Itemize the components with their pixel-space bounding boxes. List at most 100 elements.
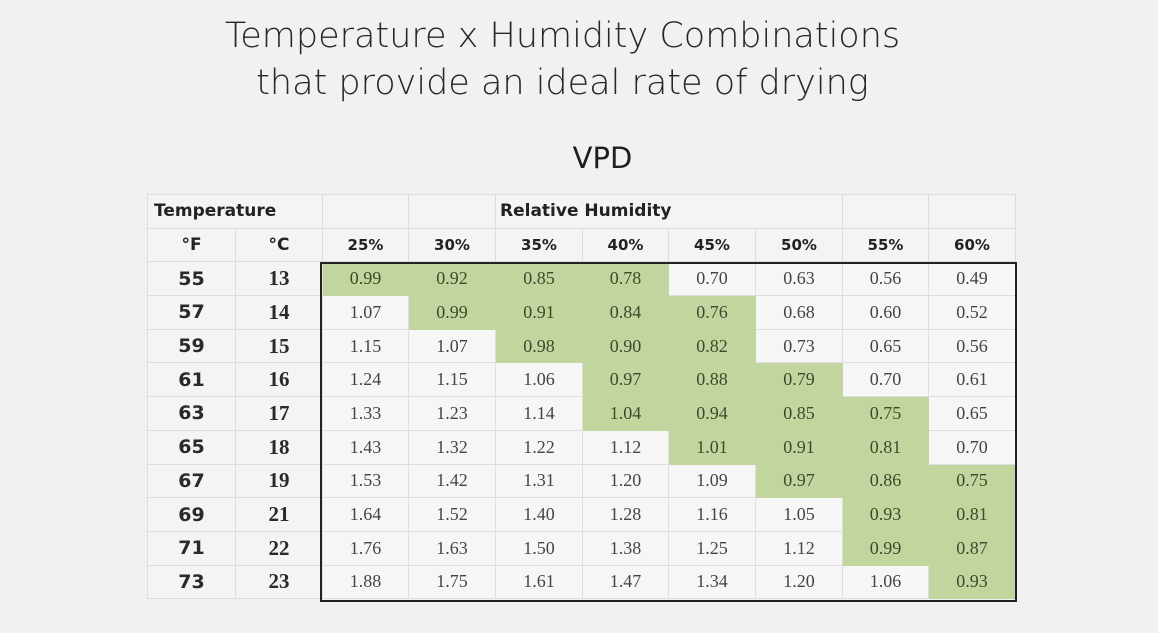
vpd-cell: 1.20: [582, 463, 669, 499]
vpd-table: Temperature Relative Humidity °F °C 25% 3…: [147, 194, 1016, 600]
vpd-cell: 1.43: [322, 429, 409, 465]
vpd-cell: 1.53: [322, 463, 409, 499]
vpd-cell-ideal: 0.87: [928, 530, 1016, 566]
temp-c-cell: 22: [235, 530, 323, 566]
vpd-cell: 1.38: [582, 530, 669, 566]
humidity-column-header: 45%: [668, 227, 756, 263]
vpd-cell: 1.16: [668, 497, 756, 532]
temp-f-cell: 63: [147, 396, 236, 431]
temp-f-cell: 57: [147, 295, 236, 330]
vpd-cell-ideal: 0.92: [408, 261, 496, 297]
vpd-cell: 1.12: [582, 429, 669, 465]
vpd-cell: 1.15: [322, 328, 409, 364]
vpd-cell: 1.07: [322, 295, 409, 330]
temp-f-cell: 69: [147, 497, 236, 532]
vpd-cell: 0.56: [842, 261, 929, 297]
vpd-cell: 1.33: [322, 396, 409, 431]
empty-cell: [928, 194, 1016, 229]
vpd-cell: 1.34: [668, 564, 756, 600]
vpd-cell-ideal: 0.85: [755, 396, 843, 431]
vpd-cell: 0.73: [755, 328, 843, 364]
vpd-cell: 1.47: [582, 564, 669, 600]
header-row-1: Temperature Relative Humidity: [147, 194, 1016, 229]
vpd-cell: 1.24: [322, 362, 409, 398]
vpd-cell-ideal: 0.81: [842, 429, 929, 465]
vpd-cell-ideal: 0.88: [668, 362, 756, 398]
vpd-cell: 0.61: [928, 362, 1016, 398]
table-row: 57 14 1.07 0.99 0.91 0.84 0.76 0.68 0.60 0.52: [147, 295, 1016, 330]
vpd-cell: 1.28: [582, 497, 669, 532]
temp-c-cell: 21: [235, 497, 323, 532]
vpd-cell: 1.40: [495, 497, 583, 532]
vpd-cell: 1.25: [668, 530, 756, 566]
vpd-cell: 1.75: [408, 564, 496, 600]
humidity-column-header: 55%: [842, 227, 929, 263]
temp-f-cell: 59: [147, 328, 236, 364]
vpd-cell: 0.70: [928, 429, 1016, 465]
chart-title: VPD: [572, 141, 633, 175]
table-row: 63 17 1.33 1.23 1.14 1.04 0.94 0.85 0.75 0.65: [147, 396, 1016, 431]
vpd-cell: 0.70: [668, 261, 756, 297]
vpd-cell-ideal: 0.98: [495, 328, 583, 364]
vpd-cell-ideal: 0.85: [495, 261, 583, 297]
table-row: 73 23 1.88 1.75 1.61 1.47 1.34 1.20 1.06 0.93: [147, 564, 1016, 600]
temperature-header: Temperature: [147, 194, 323, 229]
humidity-column-header: 25%: [322, 227, 409, 263]
vpd-cell: 1.22: [495, 429, 583, 465]
vpd-cell: 0.70: [842, 362, 929, 398]
vpd-cell: 1.07: [408, 328, 496, 364]
vpd-cell-ideal: 0.99: [408, 295, 496, 330]
vpd-cell-ideal: 0.97: [755, 463, 843, 499]
vpd-cell-ideal: 0.91: [495, 295, 583, 330]
vpd-cell: 1.05: [755, 497, 843, 532]
humidity-column-header: 30%: [408, 227, 496, 263]
relative-humidity-header: Relative Humidity: [495, 194, 843, 229]
vpd-cell-ideal: 0.82: [668, 328, 756, 364]
vpd-cell: 1.61: [495, 564, 583, 600]
vpd-cell: 1.12: [755, 530, 843, 566]
humidity-column-header: 50%: [755, 227, 843, 263]
vpd-cell: 1.31: [495, 463, 583, 499]
vpd-cell: 1.76: [322, 530, 409, 566]
vpd-cell: 1.88: [322, 564, 409, 600]
vpd-cell-ideal: 0.99: [842, 530, 929, 566]
header-row-2: °F °C 25% 30% 35% 40% 45% 50% 55% 60%: [147, 227, 1016, 263]
vpd-cell-ideal: 0.91: [755, 429, 843, 465]
vpd-cell: 1.06: [495, 362, 583, 398]
vpd-cell: 0.49: [928, 261, 1016, 297]
temp-f-cell: 71: [147, 530, 236, 566]
vpd-cell: 0.68: [755, 295, 843, 330]
vpd-cell: 0.52: [928, 295, 1016, 330]
vpd-cell-ideal: 0.81: [928, 497, 1016, 532]
humidity-column-header: 60%: [928, 227, 1016, 263]
vpd-cell-ideal: 0.94: [668, 396, 756, 431]
vpd-cell: 0.60: [842, 295, 929, 330]
vpd-cell: 1.52: [408, 497, 496, 532]
vpd-cell-ideal: 0.76: [668, 295, 756, 330]
temp-f-cell: 65: [147, 429, 236, 465]
vpd-cell: 0.63: [755, 261, 843, 297]
vpd-cell-ideal: 1.01: [668, 429, 756, 465]
temp-c-cell: 13: [235, 261, 323, 297]
temp-f-cell: 61: [147, 362, 236, 398]
temp-c-cell: 19: [235, 463, 323, 499]
vpd-cell: 1.20: [755, 564, 843, 600]
temp-f-cell: 67: [147, 463, 236, 499]
temp-c-cell: 17: [235, 396, 323, 431]
temp-f-cell: 55: [147, 261, 236, 297]
fahrenheit-header: °F: [147, 227, 236, 263]
table-row: 71 22 1.76 1.63 1.50 1.38 1.25 1.12 0.99 0.87: [147, 530, 1016, 566]
temp-c-cell: 23: [235, 564, 323, 600]
temp-c-cell: 18: [235, 429, 323, 465]
vpd-cell-ideal: 0.93: [842, 497, 929, 532]
temp-c-cell: 16: [235, 362, 323, 398]
table-row: 55 13 0.99 0.92 0.85 0.78 0.70 0.63 0.56 0.49: [147, 261, 1016, 297]
celsius-header: °C: [235, 227, 323, 263]
vpd-cell: 1.64: [322, 497, 409, 532]
humidity-column-header: 40%: [582, 227, 669, 263]
temp-c-cell: 14: [235, 295, 323, 330]
vpd-cell-ideal: 0.75: [928, 463, 1016, 499]
vpd-cell-ideal: 0.97: [582, 362, 669, 398]
table-row: 65 18 1.43 1.32 1.22 1.12 1.01 0.91 0.81 0.70: [147, 429, 1016, 465]
vpd-cell-ideal: 0.84: [582, 295, 669, 330]
